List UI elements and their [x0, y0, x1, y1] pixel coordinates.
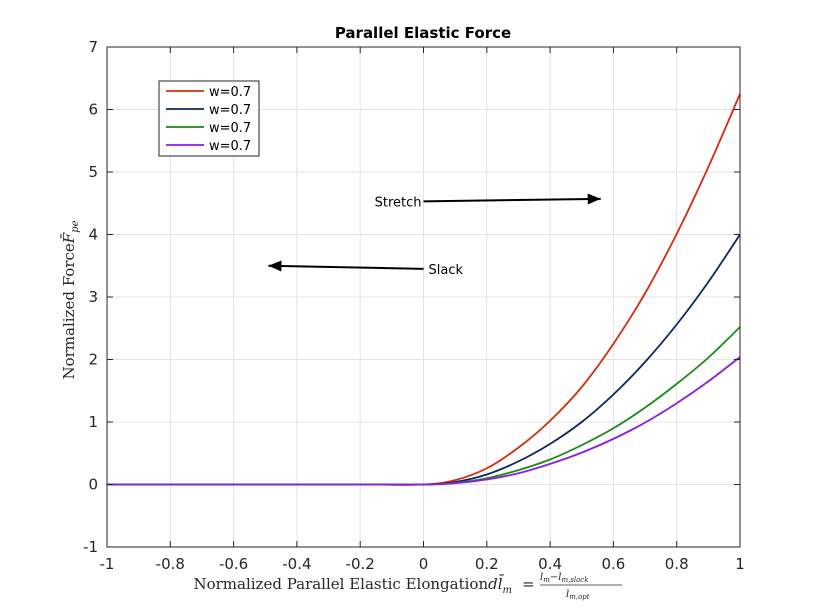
x-tick-label: -0.4	[282, 555, 311, 573]
x-tick-label: 0	[419, 555, 429, 573]
x-tick-label: -0.2	[346, 555, 375, 573]
x-axis-fraction-denominator: lm,opt	[566, 589, 590, 601]
legend: w=0.7 w=0.7 w=0.7 w=0.7	[158, 80, 260, 157]
x-tick-label: 0.6	[601, 555, 625, 573]
y-tick-label: 4	[88, 226, 98, 244]
annotation-arrow	[423, 197, 601, 203]
x-tick-label: -0.6	[219, 555, 248, 573]
x-tick-label: 0.2	[475, 555, 499, 573]
x-axis-label-text: Normalized Parallel Elastic Elongation	[193, 575, 488, 593]
ticks: -1 -0.8 -0.6 -0.4 -0.2 0 0.2 0.4 0.6 0.8 1 -1 0 1 2 3 4 5…	[83, 38, 745, 573]
x-axis-fraction-numerator: lm−lm,slack	[540, 572, 588, 584]
legend-entry-label: w=0.7	[209, 139, 251, 154]
y-tick-label: 6	[88, 101, 98, 119]
y-axis-label: Normalized ForceF̄pe	[60, 220, 81, 379]
x-axis-equals: =	[522, 575, 535, 593]
y-tick-label: 3	[88, 288, 98, 306]
y-tick-label: 2	[88, 351, 98, 369]
series-line-4	[107, 356, 741, 486]
x-axis-symbol-sub: m	[503, 585, 512, 596]
y-tick-label: 7	[88, 38, 98, 56]
annotation-arrow	[268, 264, 424, 270]
y-tick-label: -1	[83, 538, 98, 556]
y-axis-symbol-sub: pe	[70, 220, 81, 232]
y-axis-symbol: F̄	[60, 232, 78, 244]
y-axis-label-text: Normalized Force	[60, 243, 78, 379]
annotations: Stretch Slack	[268, 193, 601, 278]
x-tick-label: 1	[735, 555, 745, 573]
y-tick-label: 0	[88, 476, 98, 494]
x-tick-label: -1	[100, 555, 115, 573]
x-tick-label: 0.4	[538, 555, 562, 573]
annotation-arrowhead	[587, 193, 601, 205]
legend-box	[158, 80, 260, 157]
annotation-label: Stretch	[375, 195, 422, 210]
series-group	[107, 93, 741, 486]
annotation-label: Slack	[429, 263, 464, 278]
x-tick-label: -0.8	[156, 555, 185, 573]
y-tick-label: 1	[88, 413, 98, 431]
x-axis-symbol: dl̄	[488, 575, 504, 593]
annotation-arrowhead	[268, 260, 282, 272]
chart-title: Parallel Elastic Force	[335, 24, 511, 42]
legend-entry-label: w=0.7	[209, 121, 251, 136]
y-tick-label: 5	[88, 163, 98, 181]
legend-entry-label: w=0.7	[209, 85, 251, 100]
x-tick-label: 0.8	[665, 555, 689, 573]
svg-text:Normalized Parallel Elastic El: Normalized Parallel Elastic Elongationdl…	[193, 575, 512, 596]
legend-entry-label: w=0.7	[209, 103, 251, 118]
x-axis-label: Normalized Parallel Elastic Elongationdl…	[193, 572, 622, 601]
